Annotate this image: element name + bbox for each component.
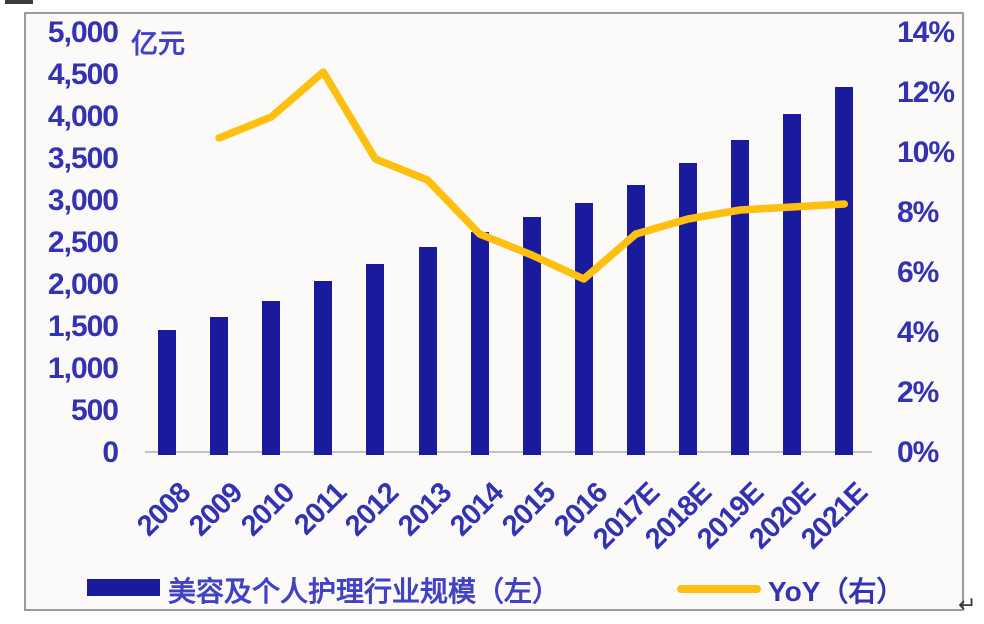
left-axis-tick-label: 4,500 bbox=[47, 58, 119, 91]
right-axis-tick-label: 12% bbox=[897, 76, 955, 109]
corner-mark bbox=[5, 0, 33, 4]
bar-2014 bbox=[470, 232, 489, 455]
bar-2015 bbox=[522, 216, 541, 455]
bar-2016 bbox=[574, 202, 593, 455]
bar-2021E bbox=[835, 86, 854, 455]
left-axis-tick-label: 2,000 bbox=[47, 268, 119, 301]
bar-2019E bbox=[731, 139, 750, 455]
bar-2009 bbox=[210, 316, 229, 455]
legend-bar-swatch bbox=[87, 579, 160, 596]
legend-line-label: YoY（右） bbox=[768, 576, 905, 607]
left-axis-tick-label: 3,000 bbox=[47, 184, 119, 217]
right-axis-tick-label: 10% bbox=[897, 136, 955, 169]
bar-2008 bbox=[158, 329, 176, 455]
left-axis-tick-label: 3,500 bbox=[47, 142, 119, 175]
legend-bar-label: 美容及个人护理行业规模（左） bbox=[168, 576, 561, 607]
left-axis-tick-label: 1,000 bbox=[47, 352, 119, 385]
bar-2018E bbox=[679, 163, 697, 455]
left-axis-tick-label: 500 bbox=[70, 394, 119, 427]
x-axis-line bbox=[145, 451, 872, 453]
left-axis-tick-label: 0 bbox=[102, 436, 119, 469]
legend-line-swatch bbox=[677, 585, 761, 593]
left-axis-tick-label: 5,000 bbox=[47, 16, 119, 49]
right-axis-tick-label: 8% bbox=[897, 196, 939, 229]
left-axis-tick-label: 4,000 bbox=[47, 100, 119, 133]
bar-2011 bbox=[314, 280, 333, 455]
left-axis-tick-label: 1,500 bbox=[47, 310, 119, 343]
return-mark: ↵ bbox=[958, 593, 977, 618]
bar-2013 bbox=[418, 247, 437, 455]
bar-2017E bbox=[626, 185, 645, 455]
right-axis-tick-label: 14% bbox=[897, 16, 955, 49]
bar-2010 bbox=[262, 300, 281, 455]
right-axis-tick-label: 6% bbox=[897, 256, 939, 289]
right-axis-tick-label: 2% bbox=[897, 376, 939, 409]
bar-2020E bbox=[783, 114, 802, 455]
right-axis-tick-label: 4% bbox=[897, 316, 939, 349]
right-axis-tick-label: 0% bbox=[897, 436, 939, 469]
left-axis-tick-label: 2,500 bbox=[47, 226, 119, 259]
bar-2012 bbox=[366, 264, 385, 455]
left-axis-unit-label: 亿元 bbox=[131, 29, 185, 59]
